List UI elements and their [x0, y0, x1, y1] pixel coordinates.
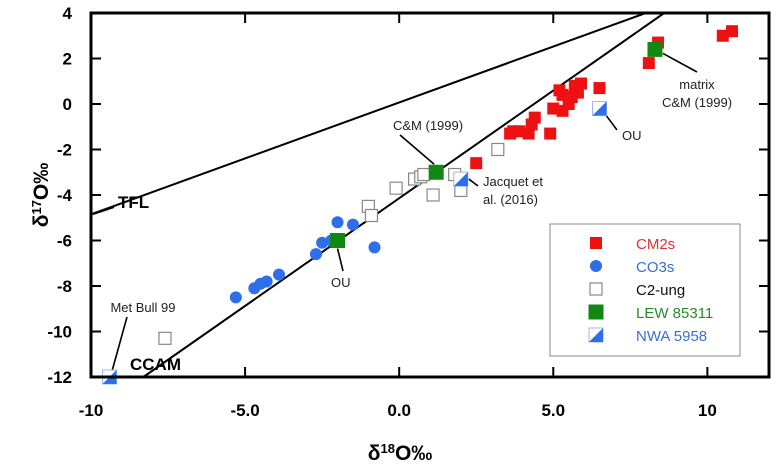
legend-item: LEW 85311	[588, 304, 713, 322]
annotation-label-line2: C&M (1999)	[662, 95, 732, 110]
legend: CM2s CO3s C2-ung LEW 85311 NWA 5958	[549, 223, 741, 357]
point-cm2s	[716, 29, 729, 42]
annotation-label: OU	[622, 128, 642, 143]
point-co3s	[368, 241, 381, 254]
legend-marker	[590, 260, 602, 272]
half-square-fill	[453, 172, 468, 187]
legend-item: CO3s	[590, 259, 674, 276]
point-lew-85311	[330, 233, 346, 248]
point-cm2s	[544, 127, 557, 140]
point-cm2s	[556, 88, 569, 101]
point-cm2s	[726, 25, 739, 38]
point-cm2s	[575, 77, 588, 90]
annotation-leader	[604, 114, 618, 131]
x-tick-label: 10	[698, 401, 717, 420]
annotation-label: OU	[331, 275, 351, 290]
point-cm2s	[513, 125, 526, 138]
legend-marker	[590, 237, 602, 249]
point-cm2s	[522, 127, 535, 140]
point-c2-ung	[158, 331, 172, 345]
legend-label: NWA 5958	[636, 328, 707, 345]
x-tick-label: 0.0	[387, 401, 411, 420]
point-c2-ung	[364, 208, 379, 223]
half-square-fill	[592, 101, 607, 116]
y-tick-label: -10	[47, 323, 72, 342]
point-co3s	[316, 236, 329, 249]
legend-marker	[588, 304, 604, 320]
legend-label: CO3s	[636, 259, 674, 276]
point-c2-ung	[426, 188, 440, 202]
point-co3s	[229, 291, 242, 304]
point-co3s	[260, 275, 273, 288]
point-nwa-5958	[592, 101, 607, 117]
point-nwa-5958	[453, 171, 469, 187]
y-tick-label: -8	[57, 277, 72, 296]
legend-label: CM2s	[636, 236, 675, 253]
y-axis-title: δ17O‰	[29, 163, 54, 228]
x-tick-label: -10	[79, 401, 104, 420]
point-co3s	[331, 216, 344, 229]
y-tick-label: 0	[63, 95, 72, 114]
point-co3s	[346, 218, 359, 231]
ccam-line	[142, 12, 665, 378]
annotation-label: Jacquet et	[483, 174, 543, 189]
legend-item: C2-ung	[589, 282, 685, 299]
tfl-line	[90, 12, 647, 216]
annotation-label: matrix	[679, 77, 715, 92]
x-tick-label: 5.0	[541, 401, 565, 420]
point-cm2s	[556, 104, 569, 117]
y-tick-label: -2	[57, 141, 72, 160]
point-cm2s	[504, 127, 517, 140]
legend-marker	[589, 282, 603, 296]
x-tick-label: -5.0	[230, 401, 259, 420]
ccam-label: CCAM	[130, 355, 181, 374]
point-co3s	[309, 248, 322, 261]
tfl-leader	[92, 206, 115, 215]
y-tick-label: -4	[57, 186, 73, 205]
annotation-leader	[399, 134, 435, 165]
tfl-label: TFL	[118, 193, 149, 212]
point-c2-ung	[389, 181, 403, 195]
annotation-label: C&M (1999)	[393, 118, 463, 133]
legend-item: CM2s	[590, 236, 675, 253]
legend-box	[549, 223, 741, 357]
y-tick-label: 4	[63, 4, 73, 23]
legend-marker-fill	[589, 328, 603, 342]
point-cm2s	[593, 82, 606, 95]
point-c2-ung	[417, 167, 431, 182]
x-axis-title: δ18O‰	[368, 441, 433, 466]
point-c2-ung	[491, 142, 505, 157]
annotation-label: Met Bull 99	[110, 300, 175, 315]
legend-label: C2-ung	[636, 282, 685, 299]
legend-label: LEW 85311	[636, 305, 713, 322]
annotation-leader	[336, 248, 344, 272]
y-tick-label: -12	[47, 368, 72, 387]
point-cm2s	[470, 157, 483, 170]
y-tick-label: 2	[63, 50, 72, 69]
point-lew-85311	[428, 164, 444, 180]
annotation-leader	[662, 52, 698, 73]
point-lew-85311	[647, 41, 663, 57]
y-tick-label: -6	[57, 232, 72, 251]
annotation-leader	[468, 178, 479, 187]
legend-item: NWA 5958	[588, 327, 707, 345]
point-cm2s	[642, 57, 655, 70]
point-cm2s	[547, 102, 560, 115]
point-co3s	[272, 268, 285, 281]
point-cm2s	[525, 118, 538, 131]
annotation-leader	[110, 316, 128, 374]
annotation-label-line2: al. (2016)	[483, 192, 538, 207]
